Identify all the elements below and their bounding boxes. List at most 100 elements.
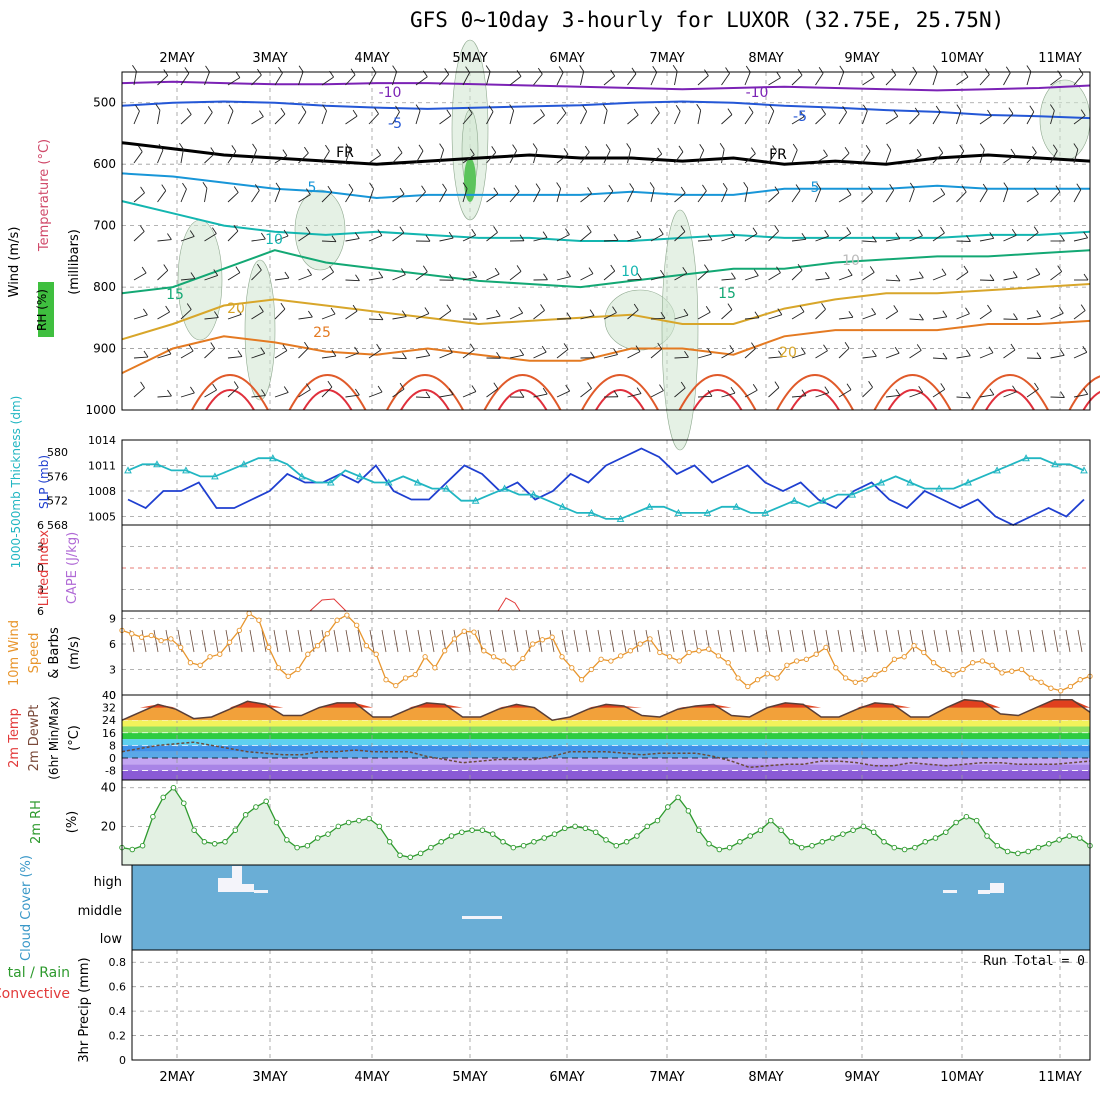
wind-barb [439,74,450,86]
wind-speed-marker [715,653,722,659]
wind-barb [227,151,237,164]
isotherm-35 [205,389,255,411]
wind-barb-10m [273,629,279,653]
date-label-top: 7MAY [649,51,684,66]
wind-barb [486,152,497,164]
rh-marker [592,829,599,835]
rh-marker [613,842,620,849]
wind-barb [603,239,619,242]
wind-barb [768,151,777,164]
wind-barb-10m [837,629,843,653]
wind-barb-10m [813,629,819,653]
rh-marker [685,808,692,814]
wind-barb-flag [161,184,167,191]
wind-barb-flag [284,271,290,279]
wind-barb-flag [519,348,525,356]
date-label-top: 6MAY [549,51,584,66]
wind-barb [650,153,663,164]
ylabel-wind10m-speed: Speed [27,633,42,674]
contour-label: FR [336,145,354,161]
wind-barb-flag [374,107,379,115]
rh-marker [1056,837,1062,843]
wind-barb [838,347,850,359]
wind-barb [674,111,681,125]
wind-speed-marker [1048,685,1054,691]
pressure-tick-label: 700 [93,219,116,233]
ylabel-rh2m: 2m RH [29,800,44,844]
wind-barb-10m [165,629,171,653]
wind-barb-flag [493,382,499,390]
rh-marker [953,819,959,826]
thickness-marker [993,466,1001,474]
wind-barb [509,191,520,203]
wind-barb [321,76,334,86]
wind-speed-marker [266,644,272,651]
panel-frame-thick [121,439,1091,526]
wind-barb [439,189,447,203]
wind-barb [1003,276,1018,281]
wind-barb [486,273,500,281]
wind-speed-marker [285,673,291,679]
precip-tick-label: 0 [119,1054,126,1067]
ylabel-rh: RH (%) [35,289,49,331]
wind-barb [1073,237,1088,242]
wind-barb [744,188,749,203]
wind-barb-10m [1077,629,1083,653]
wind-barb-flag [919,313,924,321]
wind-barb-10m [861,629,867,653]
rh-marker [716,846,723,853]
wind-barb [791,395,806,398]
wind-barb-flag [590,351,595,359]
wind-speed-marker [725,660,731,666]
wind-barb-flag [298,65,304,73]
wind-speed-marker [451,636,458,642]
wind-barb-flag [635,345,641,352]
date-label-bottom: 6MAY [549,1070,584,1085]
cloud-tick-label: high [94,875,122,890]
wind-speed-marker [500,658,506,664]
wind-barb-flag [282,344,288,351]
temp-tick-label: 32 [102,702,116,715]
wind-barb-flag [1073,143,1079,150]
wind-barb [227,110,234,125]
wind-barb-10m [141,629,147,653]
temp-tick-label: 40 [102,689,116,702]
wind-barb [274,155,288,164]
wind-barb [862,313,876,320]
wind-barb [133,231,145,242]
wind-barb-flag [422,265,428,273]
wind-barb [1026,232,1039,242]
thickness-marker [471,496,480,504]
rh-marker [170,784,177,791]
wind-speed-marker [481,648,487,654]
lifted-tick-label: 6 [37,605,44,618]
wind-barb [368,318,384,321]
wind-barb-flag [847,268,853,276]
wind-barb-flag [872,235,877,243]
wind-barb [204,71,210,86]
wind-barb [345,189,354,203]
rh-marker [943,829,949,835]
wind-barb-flag [327,185,333,193]
wind-barb [415,150,424,164]
rh-marker [294,844,300,851]
wind-speed-marker [158,637,164,644]
thickness-marker [326,478,335,486]
rh-marker [335,823,342,830]
wind-barb-flag [1034,187,1039,195]
wind-barb-flag [401,268,406,275]
rh-marker [448,833,455,839]
wind-barb [1026,152,1037,164]
rh-marker [1015,850,1021,857]
wind-speed-marker [207,654,213,660]
thickness-marker [442,484,451,492]
wind-barb-flag [655,106,660,114]
wind-barb-flag [871,307,877,315]
wind-speed-marker [627,648,634,654]
wind-barb [580,388,592,398]
contour-label: 5 [811,180,820,196]
wind-speed-marker [1009,668,1015,674]
wind-barb [885,279,900,282]
wind-barb-flag [823,149,828,157]
wind-barb-flag [956,104,962,111]
